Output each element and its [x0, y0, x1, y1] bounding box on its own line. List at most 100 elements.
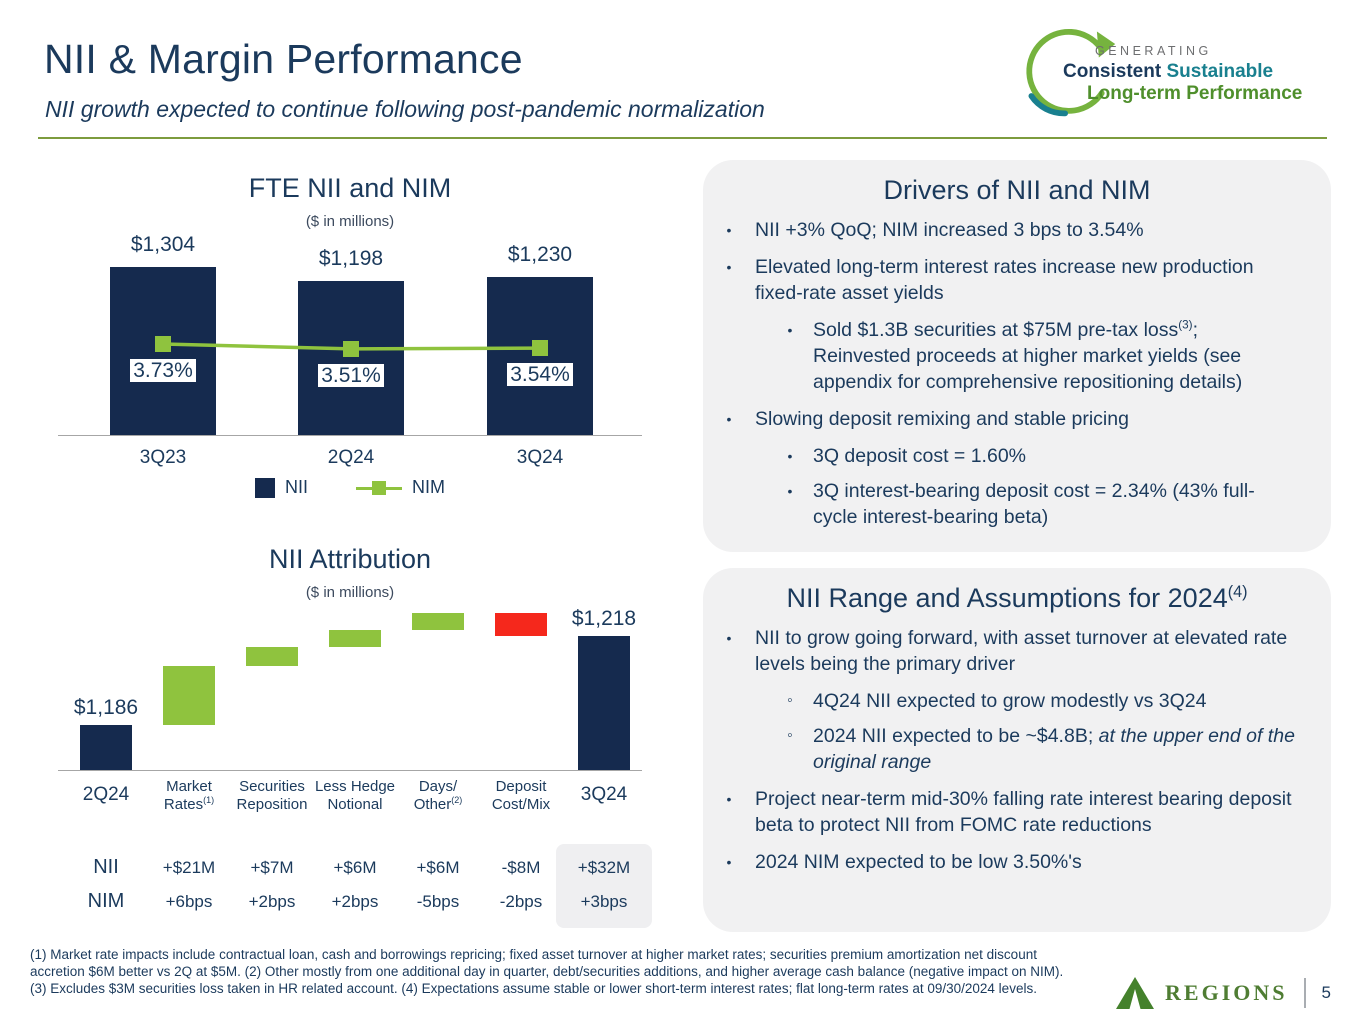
chart2-x-axis-line — [58, 770, 642, 771]
chart1-title: FTE NII and NIM — [248, 173, 452, 203]
nim-value-label: 3.73% — [98, 359, 228, 383]
delta-bar — [163, 666, 215, 726]
drivers-panel-title: Drivers of NII and NIM — [883, 175, 1151, 205]
nim-value-label: 3.51% — [286, 363, 416, 388]
assumption-subbullet-4q24: 4Q24 NII expected to grow modestly vs 3Q… — [767, 688, 1299, 714]
assumption-bullet-2024-nim: 2024 NIM expected to be low 3.50%'s — [703, 849, 1299, 875]
legend-label-nim: NIM — [412, 477, 445, 497]
nii-2024-text: 2024 NII expected to be ~$4.8B; — [813, 725, 1099, 747]
footnote-ref-3: (3) — [1178, 318, 1193, 332]
nii-bar-value-label: $1,230 — [507, 242, 573, 266]
legend-label-nii: NII — [284, 477, 308, 497]
securities-sale-text-cont: ; Reinvested proceeds at higher market y… — [813, 319, 1243, 393]
delta-bar — [495, 613, 547, 636]
footer-brand: REGIONS 5 — [1115, 976, 1331, 1010]
delta-bar — [246, 646, 298, 667]
delta-bar — [329, 630, 381, 647]
attribution-row-label: NIM — [87, 890, 125, 912]
brand-word-consistent: Consistent — [1063, 61, 1162, 82]
legend-item-nim: NIM — [356, 477, 445, 498]
page-subtitle: NII growth expected to continue followin… — [45, 96, 765, 122]
header-divider — [38, 137, 1327, 139]
footnote-line-1: (1) Market rate impacts include contract… — [30, 947, 1037, 962]
brand-word-sustainable: Sustainable — [1166, 61, 1274, 82]
driver-subbullet-deposit-cost: 3Q deposit cost = 1.60% — [767, 443, 1299, 469]
driver-bullet-nim-increase: NII +3% QoQ; NIM increased 3 bps to 3.54… — [703, 217, 1299, 243]
x-axis-label: 3Q24 — [516, 447, 564, 468]
attribution-cell: -5bps — [416, 892, 460, 911]
x-axis-label: 3Q24 — [580, 784, 628, 805]
attribution-cell: +6bps — [165, 892, 213, 911]
circular-arrow-icon — [1026, 28, 1116, 117]
footnote-line-2: accretion $6M better vs 2Q at $5M. (2) O… — [30, 964, 1064, 979]
chart2-title: NII Attribution — [268, 544, 432, 574]
attribution-cell: -2bps — [499, 892, 543, 911]
assumption-bullet-nii-growth: NII to grow going forward, with asset tu… — [703, 625, 1299, 677]
driver-subbullet-ib-deposit-cost: 3Q interest-bearing deposit cost = 2.34%… — [767, 478, 1299, 530]
page-number: 5 — [1321, 983, 1331, 1002]
total-bar — [578, 635, 630, 770]
assumptions-panel: NII Range and Assumptions for 2024(4) NI… — [703, 568, 1331, 932]
drivers-panel: Drivers of NII and NIM NII +3% QoQ; NIM … — [703, 160, 1331, 552]
total-bar — [80, 725, 132, 770]
x-axis-label: Market Rates(1) — [163, 778, 215, 813]
page-title: NII & Margin Performance — [44, 36, 523, 82]
nii-2024-upper-range-text: at the upper end of the original range — [813, 725, 1295, 773]
nim-marker — [532, 340, 548, 357]
attribution-cell: +$7M — [250, 858, 294, 877]
delta-bar — [412, 613, 464, 630]
driver-bullet-deposit-remixing: Slowing deposit remixing and stable pric… — [703, 406, 1299, 432]
footnote-ref-4: (4) — [1227, 583, 1248, 601]
x-axis-label: 3Q23 — [139, 447, 187, 468]
x-axis-label: 2Q24 — [82, 784, 130, 805]
assumptions-panel-title: NII Range and Assumptions for 2024(4) — [786, 583, 1248, 613]
nim-marker — [343, 340, 359, 357]
x-axis-label: 2Q24 — [327, 447, 375, 468]
chart1-legend: NII NIM — [40, 477, 660, 498]
nii-attribution-chart: NII Attribution ($ in millions) $1,186 2Q… — [40, 530, 660, 945]
securities-sale-text: Sold $1.3B securities at $75M pre-tax lo… — [813, 319, 1179, 341]
chart1-x-axis-line — [58, 435, 642, 436]
fte-nii-nim-chart: FTE NII and NIM ($ in millions) NII NIM … — [40, 165, 660, 510]
attribution-cell: +$6M — [333, 858, 377, 877]
driver-subbullet-securities-sale: Sold $1.3B securities at $75M pre-tax lo… — [767, 317, 1299, 395]
x-axis-label: Less Hedge Notional — [314, 778, 396, 813]
attribution-cell: +$21M — [162, 858, 216, 877]
nii-bar-value-label: $1,304 — [130, 233, 196, 257]
nim-value-label: 3.54% — [475, 363, 605, 387]
legend-item-nii: NII — [254, 477, 308, 498]
waterfall-value-label: $1,218 — [571, 606, 637, 630]
attribution-cell: +$6M — [416, 858, 460, 877]
x-axis-label: Days/Other(2) — [413, 778, 463, 813]
attribution-row-label: NII — [93, 856, 119, 878]
footnotes: (1) Market rate impacts include contract… — [30, 946, 1063, 997]
footnote-line-3: (3) Excludes $3M securities loss taken i… — [30, 981, 1037, 996]
attribution-cell: +$32M — [577, 858, 631, 877]
assumption-subbullet-2024-nii: 2024 NII expected to be ~$4.8B; at the u… — [767, 723, 1299, 775]
x-axis-label: Securities Reposition — [236, 778, 308, 813]
footer-divider — [1303, 978, 1306, 1008]
brand-logo: GENERATING Consistent Sustainable Long-t… — [1015, 16, 1327, 128]
brand-text: GENERATING Consistent Sustainable Long-t… — [1051, 44, 1327, 105]
chart1-subtitle: ($ in millions) — [305, 213, 395, 230]
attribution-cell: +3bps — [580, 892, 628, 911]
waterfall-value-label: $1,186 — [73, 696, 139, 720]
highlight-box — [556, 844, 652, 928]
chart2-subtitle: ($ in millions) — [305, 584, 395, 601]
regions-triangle-icon — [1116, 977, 1155, 1009]
attribution-cell: -$8M — [501, 858, 541, 877]
regions-wordmark: REGIONS — [1165, 980, 1288, 1005]
assumption-bullet-deposit-beta: Project near-term mid-30% falling rate i… — [703, 786, 1299, 838]
nim-line-swatch-icon — [356, 480, 402, 496]
brand-line-generating: GENERATING — [1095, 44, 1212, 58]
nim-marker — [155, 336, 171, 352]
nii-bar-value-label: $1,198 — [318, 246, 384, 270]
driver-bullet-elevated-rates: Elevated long-term interest rates increa… — [703, 254, 1299, 306]
nii-bar — [298, 280, 404, 435]
attribution-cell: +2bps — [331, 892, 379, 911]
x-axis-label: Deposit Cost/Mix — [491, 778, 551, 813]
attribution-cell: +2bps — [248, 892, 296, 911]
nii-swatch-icon — [254, 477, 275, 498]
brand-line-longterm: Long-term Performance — [1087, 83, 1303, 104]
